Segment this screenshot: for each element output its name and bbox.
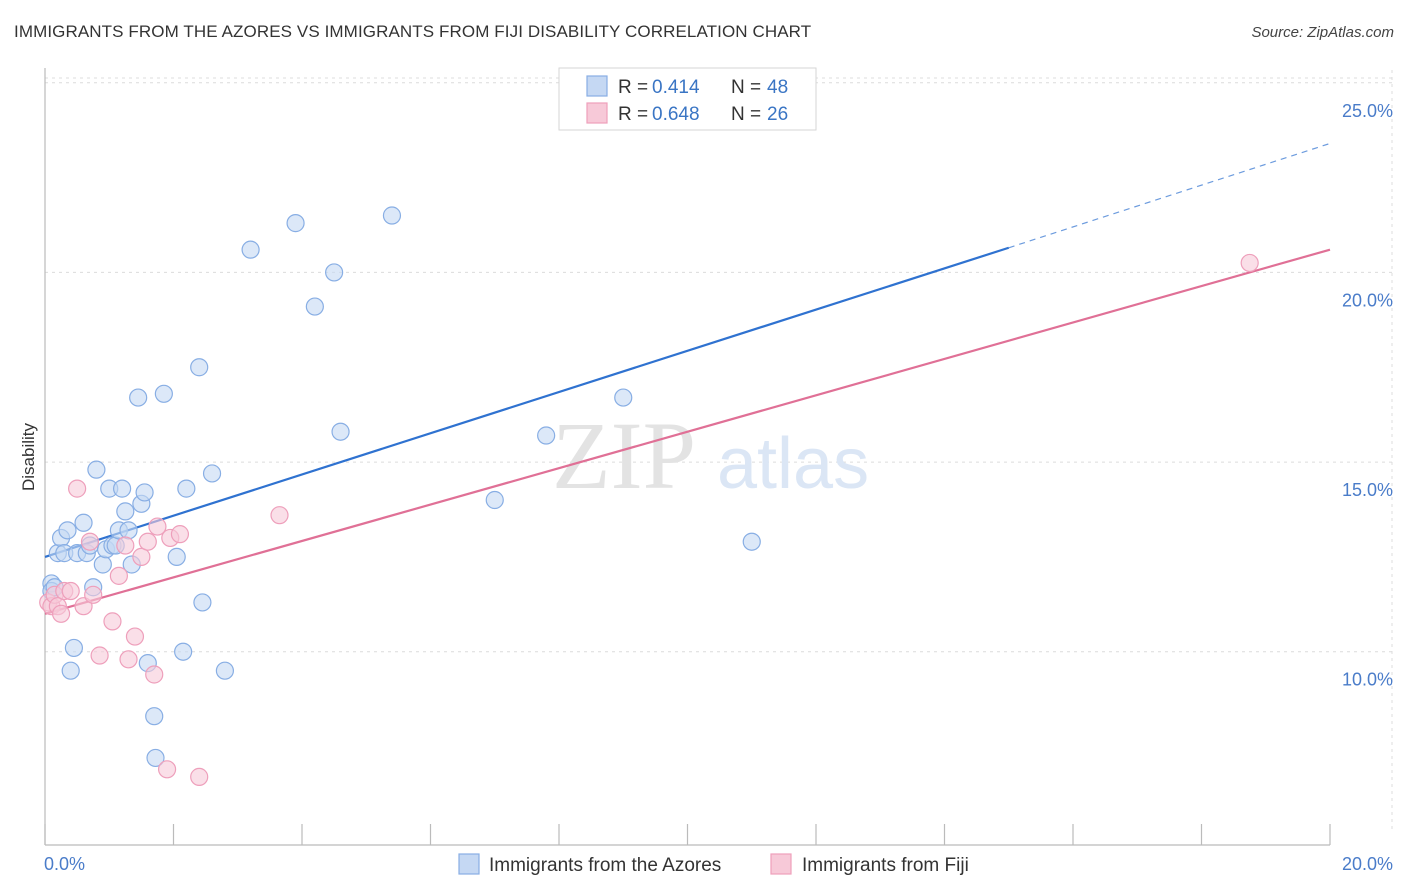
point-azores-43 [331, 422, 350, 441]
y-tick-label-15: 15.0% [1342, 480, 1393, 500]
legend: R = 0.414 N = 48 R = 0.648 N = 26 [558, 67, 817, 131]
point-azores-48 [742, 532, 761, 551]
point-azores-8 [64, 638, 84, 658]
point-azores-34 [177, 479, 196, 498]
point-azores-15 [93, 555, 112, 574]
watermark-zip: ZIP [552, 402, 696, 509]
point-fiji-11 [90, 646, 109, 665]
point-fiji-19 [145, 665, 164, 684]
point-azores-38 [215, 661, 234, 680]
point-fiji-12 [103, 612, 122, 631]
point-fiji-18 [138, 532, 157, 551]
point-azores-10 [74, 513, 93, 532]
point-fiji-20 [148, 517, 167, 536]
y-axis-title: Disability [19, 422, 38, 491]
point-azores-33 [174, 642, 193, 661]
point-azores-25 [129, 388, 148, 407]
point-azores-14 [87, 460, 106, 479]
point-azores-23 [119, 521, 138, 540]
point-fiji-10 [84, 585, 103, 604]
trend-line-azores [44, 246, 1010, 558]
point-fiji-7 [68, 479, 87, 498]
trend-line-fiji [44, 248, 1331, 615]
trend-line-azores-extension [1008, 142, 1331, 249]
point-azores-30 [146, 748, 165, 768]
legend-n-value-1: 48 [767, 77, 788, 98]
tick-labels: 10.0% 15.0% 20.0% 25.0% 0.0% 20.0% [44, 101, 1393, 874]
point-fiji-15 [119, 650, 138, 669]
point-fiji-23 [170, 525, 190, 544]
legend-r-value-1: 0.414 [652, 77, 700, 98]
point-fiji-9 [80, 532, 100, 551]
point-azores-6 [58, 521, 77, 540]
legend-r-label-1: R = [618, 77, 648, 98]
legend-n-label-1: N = [731, 77, 761, 98]
legend-swatch-azores [586, 75, 608, 97]
y-tick-label-25: 25.0% [1342, 101, 1393, 121]
point-azores-21 [112, 479, 132, 498]
point-fiji-6 [61, 581, 80, 601]
legend-r-label-2: R = [618, 104, 648, 125]
point-azores-37 [202, 464, 222, 483]
point-azores-36 [193, 593, 212, 612]
point-azores-42 [325, 263, 344, 282]
x-tick-label-min: 0.0% [44, 854, 85, 874]
point-fiji-24 [190, 767, 209, 786]
legend-n-label-2: N = [731, 104, 761, 125]
point-azores-40 [286, 214, 305, 233]
point-azores-44 [382, 206, 402, 225]
bottom-legend-swatch-azores [458, 853, 480, 875]
point-azores-39 [241, 240, 260, 259]
point-fiji-4 [51, 604, 71, 623]
watermark-atlas: atlas [717, 424, 869, 504]
point-fiji-21 [157, 760, 177, 779]
point-azores-35 [190, 358, 209, 377]
bottom-legend-label-fiji: Immigrants from Fiji [802, 855, 969, 876]
y-tick-label-20: 20.0% [1342, 290, 1393, 310]
point-fiji-17 [132, 547, 151, 566]
legend-r-value-2: 0.648 [652, 104, 700, 125]
point-fiji-13 [109, 566, 128, 585]
bottom-legend: Immigrants from the Azores Immigrants fr… [458, 853, 969, 876]
point-azores-27 [135, 483, 154, 502]
point-fiji-25 [270, 506, 289, 525]
legend-n-value-2: 26 [767, 104, 788, 125]
point-fiji-14 [116, 536, 135, 555]
point-azores-29 [145, 707, 164, 726]
point-azores-32 [167, 547, 186, 566]
legend-swatch-fiji [586, 102, 608, 124]
point-azores-46 [537, 426, 556, 445]
y-tick-label-10: 10.0% [1342, 670, 1393, 690]
point-azores-22 [116, 502, 135, 521]
point-azores-45 [485, 490, 504, 510]
point-fiji-26 [1240, 253, 1259, 273]
bottom-legend-swatch-fiji [770, 853, 792, 875]
point-azores-7 [61, 661, 80, 680]
point-azores-41 [305, 297, 324, 316]
point-azores-31 [154, 384, 173, 403]
chart-source: Source: ZipAtlas.com [1251, 24, 1394, 41]
point-azores-47 [614, 388, 633, 407]
trend-lines [44, 142, 1331, 615]
bottom-legend-label-azores: Immigrants from the Azores [489, 855, 721, 876]
data-points [39, 206, 1259, 786]
point-fiji-16 [125, 627, 145, 646]
chart-title: IMMIGRANTS FROM THE AZORES VS IMMIGRANTS… [14, 22, 812, 41]
axes [44, 68, 1331, 846]
x-tick-label-max: 20.0% [1342, 854, 1393, 874]
